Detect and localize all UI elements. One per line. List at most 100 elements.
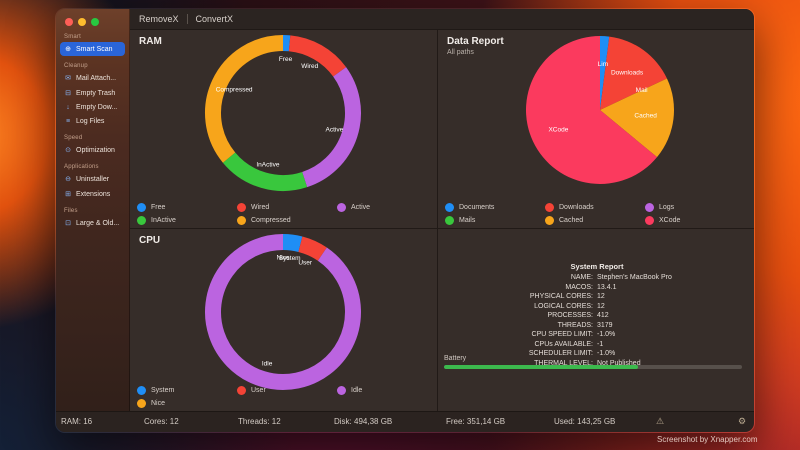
sidebar-item-smart-scan[interactable]: ⊕ Smart Scan [60, 42, 125, 56]
legend-dot [445, 203, 454, 212]
battery-section: Battery [444, 355, 742, 369]
sidebar-item-log-files[interactable]: ≡ Log Files [60, 115, 125, 128]
report-label: CPU SPEED LIMIT: [531, 331, 593, 338]
minimize-button[interactable] [78, 18, 86, 26]
data-report-panel: Data Report All paths Lim Downloads Mail Ca… [438, 30, 754, 229]
legend-item-system: System [137, 386, 237, 395]
status-threads: Threads: 12 [238, 417, 281, 426]
svg-text:Mail: Mail [636, 87, 648, 94]
legend-item-downloads: Downloads [545, 203, 645, 212]
extensions-icon: ⊞ [65, 191, 71, 198]
legend-item-active: Active [337, 203, 437, 212]
report-label: CPUs AVAILABLE: [534, 340, 594, 348]
legend-label: Nice [151, 400, 166, 407]
system-report: System Report NAME: Stephen's MacBook Pro… [438, 262, 744, 368]
report-label: PHYSICAL CORES: [529, 293, 593, 300]
legend-label: Documents [459, 204, 495, 211]
window-controls [56, 9, 129, 26]
legend-dot [137, 203, 146, 212]
legend-label: Compressed [251, 217, 291, 224]
legend-item-wired: Wired [237, 203, 337, 212]
system-report-row-threads: THREADS: 3179 [438, 321, 744, 331]
legend-item-cached: Cached [545, 216, 645, 225]
tab-bar: RemoveX ConvertX [130, 9, 754, 30]
sidebar-item-label: Uninstaller [76, 175, 110, 183]
sidebar-item-optimization[interactable]: ⊙ Optimization [60, 143, 125, 157]
dashboard-grid: RAM Free Wired Active InActive Compressed Fr… [130, 30, 754, 411]
sidebar-item-empty-dow[interactable]: ↓ Empty Dow... [60, 101, 125, 114]
alert-icon[interactable]: ⚠ [656, 416, 665, 426]
system-report-row-macos: MACOS: 13.4.1 [438, 283, 744, 293]
sidebar-item-label: Large & Old... [76, 219, 120, 227]
svg-text:Free: Free [279, 56, 293, 63]
report-label: THREADS: [557, 321, 593, 329]
report-value: -1 [597, 340, 604, 348]
svg-text:Downloads: Downloads [611, 70, 644, 77]
status-bar: RAM: 16 Cores: 12 Threads: 12 Disk: 494,38 … [56, 411, 754, 432]
legend-dot [645, 203, 654, 212]
download-icon: ↓ [66, 104, 70, 111]
window-body: Smart ⊕ Smart Scan Cleanup ✉ Mail Attach... ⊟ E… [56, 9, 754, 411]
sidebar-item-mail-attach[interactable]: ✉ Mail Attach... [60, 71, 125, 85]
system-report-panel: System Report NAME: Stephen's MacBook Pro… [438, 229, 754, 411]
legend-item-idle: Idle [337, 386, 437, 395]
report-label: MACOS: [565, 283, 593, 291]
sidebar-section-smart: Smart [64, 34, 82, 40]
tab-convertx[interactable]: ConvertX [195, 14, 234, 24]
legend-label: Mails [459, 217, 476, 224]
mail-icon: ✉ [65, 75, 71, 82]
data-report-legend: Documents Downloads Logs Mails Cached XCode [445, 203, 745, 225]
legend-dot [337, 386, 346, 395]
system-report-row-processes: PROCESSES: 412 [438, 311, 744, 321]
app-window: Smart ⊕ Smart Scan Cleanup ✉ Mail Attach... ⊟ E… [55, 8, 755, 433]
system-report-row-scheduler-limit: SCHEDULER LIMIT: -1.0% [438, 349, 744, 359]
svg-text:XCode: XCode [548, 126, 568, 133]
sidebar-section-applications: Applications [64, 164, 99, 170]
legend-dot [645, 216, 654, 225]
sidebar: Smart ⊕ Smart Scan Cleanup ✉ Mail Attach... ⊟ E… [56, 9, 130, 411]
optimization-icon: ⊙ [65, 147, 71, 154]
sidebar-item-label: Optimization [76, 146, 115, 154]
report-value: -1.0% [597, 350, 616, 357]
svg-text:Cached: Cached [634, 112, 657, 119]
close-button[interactable] [65, 18, 73, 26]
svg-text:Idle: Idle [262, 360, 273, 367]
legend-label: XCode [659, 217, 681, 224]
legend-item-user: User [237, 386, 337, 395]
svg-text:User: User [298, 260, 313, 267]
legend-dot [237, 386, 246, 395]
settings-icon[interactable]: ⚙ [738, 416, 747, 426]
sidebar-item-large-old[interactable]: ⊡ Large & Old... [60, 216, 125, 230]
report-value: 13.4.1 [597, 283, 617, 291]
legend-dot [137, 216, 146, 225]
sidebar-nav: Smart ⊕ Smart Scan Cleanup ✉ Mail Attach... ⊟ E… [56, 34, 129, 230]
sidebar-section-speed: Speed [64, 135, 83, 141]
sidebar-item-empty-trash[interactable]: ⊟ Empty Trash [60, 86, 125, 100]
system-report-row-cpus-available: CPUs AVAILABLE: -1 [438, 340, 744, 350]
svg-text:Active: Active [326, 126, 344, 133]
status-used: Used: 143,25 GB [554, 417, 616, 426]
report-label: NAME: [570, 274, 593, 281]
svg-text:System: System [279, 255, 301, 262]
svg-text:Wired: Wired [301, 63, 318, 70]
data-report-title: Data Report [447, 36, 504, 47]
report-value: Not Published [597, 359, 641, 367]
legend-item-xcode: XCode [645, 216, 745, 225]
report-value: Stephen's MacBook Pro [597, 274, 672, 281]
sidebar-item-extensions[interactable]: ⊞ Extensions [60, 187, 125, 201]
zoom-button[interactable] [91, 18, 99, 26]
system-report-title: System Report [570, 262, 624, 271]
legend-label: User [251, 387, 266, 394]
system-report-row-cpu-speed-limit: CPU SPEED LIMIT: -1.0% [438, 330, 744, 340]
legend-label: InActive [151, 217, 176, 224]
battery-fill [444, 365, 638, 369]
tab-removex[interactable]: RemoveX [139, 14, 179, 24]
main-area: RemoveX ConvertX RAM Free Wired Active InAc… [130, 9, 754, 411]
system-report-rows: NAME: Stephen's MacBook Pro MACOS: 13.4.1 PH… [438, 273, 744, 368]
log-file-icon: ≡ [65, 118, 71, 125]
data-report-subtitle: All paths [447, 49, 474, 56]
legend-label: Active [351, 204, 371, 211]
report-value: 412 [597, 312, 609, 319]
sidebar-item-label: Empty Trash [76, 89, 116, 97]
sidebar-item-uninstaller[interactable]: ⊖ Uninstaller [60, 172, 125, 186]
